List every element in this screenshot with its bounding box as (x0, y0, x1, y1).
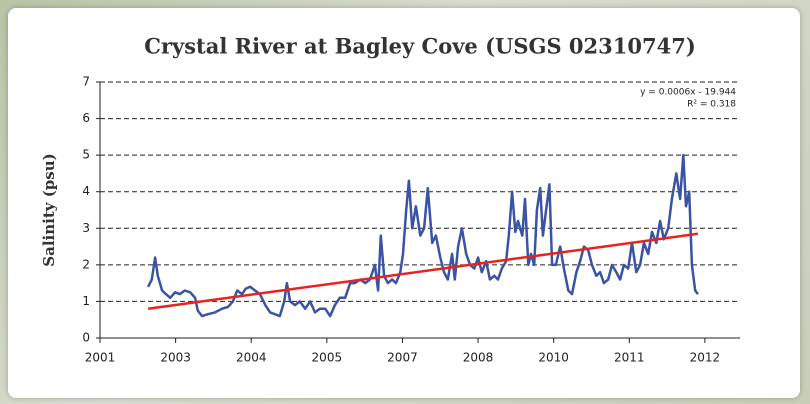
card (8, 8, 800, 398)
x-tick-label: 2010 (538, 351, 569, 365)
annotation: R² = 0.318 (687, 100, 736, 110)
y-tick-label: 4 (82, 184, 90, 198)
y-tick-label: 7 (82, 75, 90, 89)
x-tick-label: 2007 (387, 351, 418, 365)
y-tick-label: 5 (82, 148, 90, 162)
x-tick-label: 2003 (160, 351, 191, 365)
x-tick-label: 2011 (614, 351, 645, 365)
x-tick-label: 2005 (312, 351, 343, 365)
x-tick-label: 2012 (690, 351, 721, 365)
series-line (146, 153, 699, 318)
y-tick-label: 6 (82, 111, 90, 125)
chart-title: Crystal River at Bagley Cove (USGS 02310… (144, 34, 696, 59)
x-tick-label: 2001 (85, 351, 116, 365)
y-axis-label: Salinity (psu) (40, 153, 58, 266)
y-tick-label: 0 (82, 331, 90, 345)
x-tick-label: 2008 (463, 351, 494, 365)
x-tick-label: 2004 (236, 351, 267, 365)
y-tick-label: 1 (82, 294, 90, 308)
annotation: y = 0.0006x - 19.944 (640, 88, 736, 98)
series-line (147, 232, 699, 310)
y-tick-label: 2 (82, 257, 90, 271)
y-tick-label: 3 (82, 221, 90, 235)
